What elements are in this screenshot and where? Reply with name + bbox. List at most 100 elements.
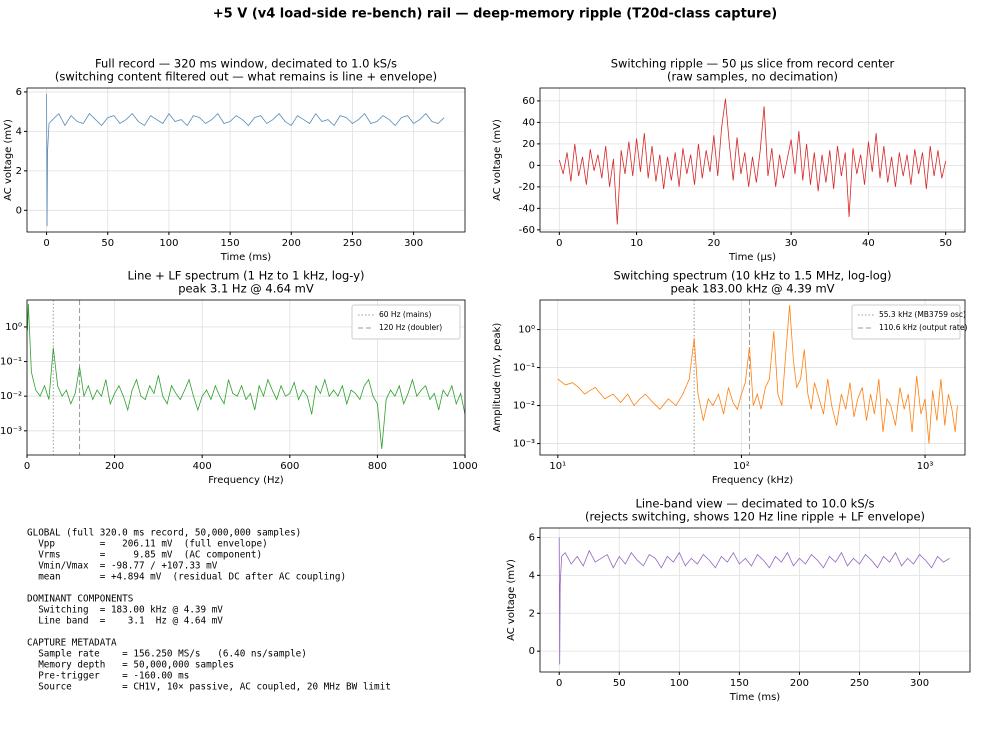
panel-line: Switching = 183.00 kHz @ 4.39 mV bbox=[27, 605, 223, 616]
panel-line: Vmin/Vmax = -98.77 / +107.33 mV bbox=[27, 561, 218, 572]
x-tick-label: 0 bbox=[24, 461, 30, 472]
y-tick-label: 10⁻² bbox=[0, 391, 22, 402]
x-tick-label: 200 bbox=[105, 461, 124, 472]
x-axis-label: Time (ms) bbox=[729, 692, 781, 703]
chart-title: (rejects switching, shows 120 Hz line ri… bbox=[585, 510, 925, 524]
y-tick-label: 10⁰ bbox=[518, 325, 535, 336]
y-tick-label: -20 bbox=[519, 182, 535, 193]
panel-heading: GLOBAL (full 320.0 ms record, 50,000,000… bbox=[27, 528, 301, 539]
x-tick-label: 0 bbox=[556, 678, 562, 689]
legend-label: 110.6 kHz (output rate) bbox=[879, 323, 967, 332]
y-tick-label: -60 bbox=[519, 225, 535, 236]
y-tick-label: 2 bbox=[16, 166, 22, 177]
x-tick-label: 30 bbox=[785, 238, 798, 249]
x-tick-label: 600 bbox=[280, 461, 299, 472]
x-tick-label: 50 bbox=[613, 678, 626, 689]
x-tick-label: 10¹ bbox=[549, 461, 566, 472]
x-tick-label: 150 bbox=[730, 678, 749, 689]
y-tick-label: 20 bbox=[522, 139, 535, 150]
x-tick-label: 50 bbox=[101, 238, 114, 249]
x-tick-label: 0 bbox=[556, 238, 562, 249]
x-tick-label: 300 bbox=[404, 238, 423, 249]
chart-title: Switching ripple — 50 µs slice from reco… bbox=[611, 57, 895, 71]
chart-title: peak 183.00 kHz @ 4.39 mV bbox=[670, 282, 834, 296]
panel-line: Vrms = 9.85 mV (AC component) bbox=[27, 550, 262, 561]
panel-line: Memory depth = 50,000,000 samples bbox=[27, 660, 234, 671]
axes-frame bbox=[539, 87, 966, 233]
data-line bbox=[558, 98, 947, 225]
legend-box bbox=[851, 304, 961, 340]
x-tick-label: 1000 bbox=[452, 461, 477, 472]
x-tick-label: 50 bbox=[939, 238, 952, 249]
data-line bbox=[558, 537, 950, 665]
x-tick-label: 200 bbox=[282, 238, 301, 249]
x-tick-label: 800 bbox=[368, 461, 387, 472]
chart-title: Line + LF spectrum (1 Hz to 1 kHz, log-y… bbox=[127, 269, 364, 283]
chart-title: Line-band view — decimated to 10.0 kS/s bbox=[636, 497, 875, 511]
y-tick-label: 40 bbox=[522, 117, 535, 128]
chart-title: (raw samples, no decimation) bbox=[667, 70, 838, 84]
x-axis-label: Time (µs) bbox=[728, 252, 776, 263]
y-tick-label: 10⁰ bbox=[5, 322, 22, 333]
y-tick-label: 2 bbox=[529, 608, 535, 619]
x-tick-label: 200 bbox=[790, 678, 809, 689]
y-tick-label: 4 bbox=[16, 126, 22, 137]
y-tick-label: 6 bbox=[16, 87, 22, 98]
x-tick-label: 300 bbox=[910, 678, 929, 689]
y-axis-label: AC voltage (mV) bbox=[506, 559, 517, 641]
y-tick-label: 0 bbox=[529, 160, 535, 171]
y-tick-label: 6 bbox=[529, 532, 535, 543]
panel-line: Vpp = 206.11 mV (full envelope) bbox=[27, 539, 268, 550]
y-tick-label: 0 bbox=[16, 205, 22, 216]
panel-heading: DOMINANT COMPONENTS bbox=[27, 594, 133, 605]
y-axis-label: AC voltage (mV) bbox=[492, 119, 503, 201]
chart-title: Switching spectrum (10 kHz to 1.5 MHz, l… bbox=[613, 269, 891, 283]
panel-heading: CAPTURE METADATA bbox=[27, 638, 117, 649]
data-line bbox=[46, 93, 445, 227]
y-tick-label: 10⁻¹ bbox=[0, 357, 22, 368]
x-tick-label: 10 bbox=[630, 238, 643, 249]
legend-label: 60 Hz (mains) bbox=[379, 310, 431, 319]
x-tick-label: 150 bbox=[221, 238, 240, 249]
y-tick-label: 10⁻³ bbox=[513, 439, 535, 450]
y-tick-label: 10⁻³ bbox=[0, 426, 22, 437]
y-axis-label: AC voltage (mV) bbox=[3, 119, 14, 201]
legend-box bbox=[351, 304, 461, 340]
y-tick-label: 60 bbox=[522, 96, 535, 107]
x-tick-label: 250 bbox=[343, 238, 362, 249]
x-axis-label: Frequency (kHz) bbox=[712, 475, 793, 486]
chart-title: Full record — 320 ms window, decimated t… bbox=[95, 57, 397, 71]
axes-frame bbox=[539, 299, 966, 456]
chart-title: peak 3.1 Hz @ 4.64 mV bbox=[178, 282, 314, 296]
panel-line: Sample rate = 156.250 MS/s (6.40 ns/samp… bbox=[27, 649, 307, 660]
x-tick-label: 400 bbox=[193, 461, 212, 472]
x-tick-label: 100 bbox=[670, 678, 689, 689]
panel-line: Source = CH1V, 10× passive, AC coupled, … bbox=[27, 682, 391, 693]
axes-frame bbox=[26, 87, 466, 233]
y-tick-label: -40 bbox=[519, 203, 535, 214]
figure-title: +5 V (v4 load-side re-bench) rail — deep… bbox=[213, 7, 777, 22]
legend-label: 55.3 kHz (MB3759 osc) bbox=[879, 310, 966, 319]
legend-label: 120 Hz (doubler) bbox=[379, 323, 442, 332]
panel-line: Line band = 3.1 Hz @ 4.64 mV bbox=[27, 616, 223, 627]
data-line bbox=[27, 303, 465, 449]
y-tick-label: 0 bbox=[529, 646, 535, 657]
panel-line: Pre-trigger = -160.00 ms bbox=[27, 671, 189, 682]
x-tick-label: 10² bbox=[733, 461, 750, 472]
x-tick-label: 40 bbox=[862, 238, 875, 249]
y-tick-label: 4 bbox=[529, 570, 535, 581]
x-tick-label: 10³ bbox=[917, 461, 934, 472]
x-axis-label: Frequency (Hz) bbox=[208, 475, 284, 486]
panel-line: mean = +4.894 mV (residual DC after AC c… bbox=[27, 572, 346, 583]
x-tick-label: 100 bbox=[159, 238, 178, 249]
y-tick-label: 10⁻² bbox=[513, 401, 535, 412]
x-tick-label: 0 bbox=[43, 238, 49, 249]
x-tick-label: 20 bbox=[707, 238, 720, 249]
x-axis-label: Time (ms) bbox=[220, 252, 272, 263]
y-axis-label: Amplitude (mV, peak) bbox=[492, 323, 503, 433]
axes-frame bbox=[539, 527, 971, 673]
y-tick-label: 10⁻¹ bbox=[513, 363, 535, 374]
x-tick-label: 250 bbox=[850, 678, 869, 689]
